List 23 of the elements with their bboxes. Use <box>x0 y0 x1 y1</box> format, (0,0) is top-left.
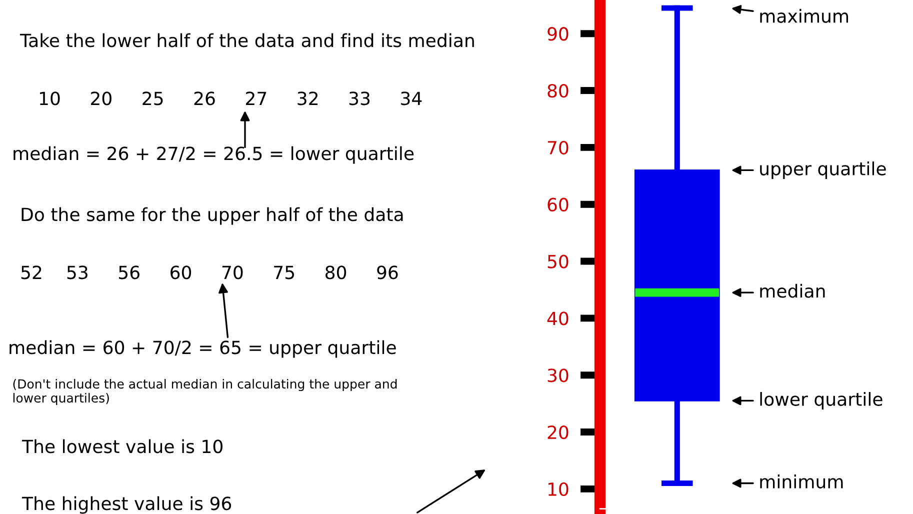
annotation: median <box>760 284 825 298</box>
text: (Don't include the actual median in calculating the upper and lower quartiles) <box>13 378 397 406</box>
annotation: minimum <box>760 474 843 488</box>
text: median = 60 + 70/2 = 65 = upper quartile <box>10 340 396 358</box>
y-tick-label: 80 <box>548 84 568 98</box>
text: Do the same for the upper half of the data <box>22 207 403 225</box>
text: The lowest value is 10 <box>22 439 222 454</box>
text: Take the lower half of the data and find its median <box>20 33 474 48</box>
annotation: maximum <box>760 8 848 23</box>
y-tick-label: 90 <box>548 27 568 41</box>
annotation: lower quartile <box>760 392 882 410</box>
text: The highest value is 96 <box>22 496 232 514</box>
y-tick-label: 40 <box>547 312 568 326</box>
text: 52 53 56 60 70 75 80 96 <box>21 266 398 280</box>
y-tick-label: 30 <box>548 368 568 382</box>
text: median = 26 + 27/2 = 26.5 = lower quartile <box>14 146 414 164</box>
y-tick-label: 60 <box>548 198 568 212</box>
y-tick-label: 20 <box>548 425 568 440</box>
y-tick-label: 50 <box>548 254 568 268</box>
text: 10 20 25 26 27 32 33 34 <box>40 92 422 106</box>
annotation: upper quartile <box>760 161 886 179</box>
y-tick-label: 70 <box>548 140 568 155</box>
y-tick-label: 10 <box>548 482 568 496</box>
